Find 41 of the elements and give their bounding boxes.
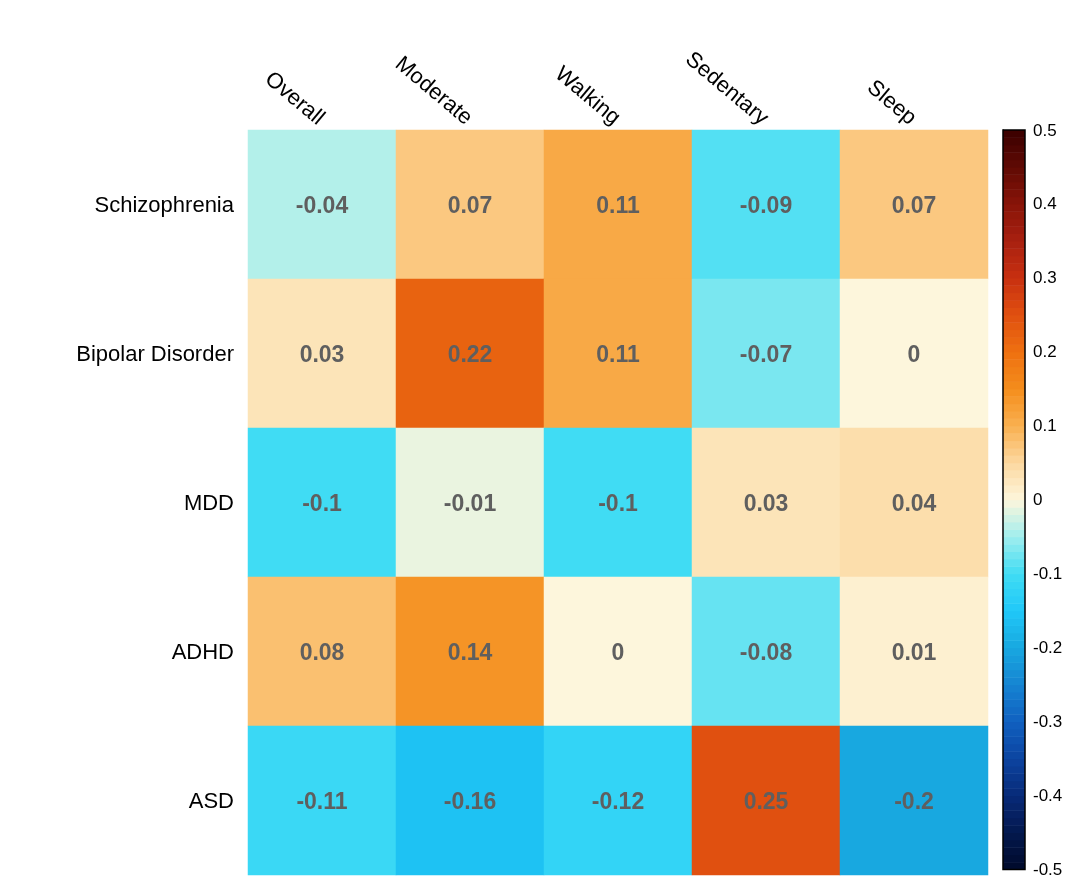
data-label: 0.01 (891, 638, 937, 665)
y-tick-label: Bipolar Disorder (76, 341, 234, 366)
data-label: -0.1 (598, 489, 639, 516)
data-label: 0.03 (743, 489, 789, 516)
y-tick-label: MDD (183, 490, 234, 515)
data-label: 0 (611, 638, 625, 665)
data-label: -0.1 (302, 489, 343, 516)
color-bar-label: 0.4 (1033, 194, 1057, 214)
data-label: -0.08 (739, 638, 793, 665)
data-label: 0.11 (596, 340, 640, 367)
data-label: -0.11 (296, 787, 348, 814)
color-bar-label: 0.5 (1033, 120, 1057, 140)
color-bar-label: -0.4 (1033, 786, 1063, 806)
color-bar-label: -0.3 (1033, 712, 1063, 732)
color-bar-label: 0.3 (1033, 268, 1057, 288)
color-bar-label: -0.2 (1033, 638, 1063, 658)
color-bar-label: -0.1 (1033, 564, 1063, 584)
data-label: 0 (907, 340, 921, 367)
data-label: -0.12 (591, 787, 645, 814)
data-label: 0.08 (299, 638, 345, 665)
data-label: -0.07 (739, 340, 793, 367)
data-label: 0.07 (891, 191, 937, 218)
color-bar-label: 0.2 (1033, 342, 1057, 362)
data-label: -0.01 (443, 489, 497, 516)
y-tick-label: ASD (188, 788, 234, 813)
data-label: 0.22 (447, 340, 493, 367)
data-label: 0.11 (596, 191, 640, 218)
data-label: -0.16 (443, 787, 497, 814)
color-bar-label: -0.5 (1033, 860, 1063, 876)
data-label: 0.03 (299, 340, 345, 367)
data-label: -0.04 (295, 191, 349, 218)
y-tick-label: ADHD (171, 639, 234, 664)
color-bar-label: 0.1 (1033, 416, 1057, 436)
y-tick-label: Schizophrenia (94, 192, 235, 217)
data-label: 0.07 (447, 191, 493, 218)
color-bar-label: 0 (1033, 490, 1043, 510)
data-label: 0.14 (447, 638, 493, 665)
data-label: -0.2 (894, 787, 934, 814)
data-label: 0.04 (891, 489, 937, 516)
data-label: 0.25 (743, 787, 789, 814)
data-label: -0.09 (739, 191, 793, 218)
